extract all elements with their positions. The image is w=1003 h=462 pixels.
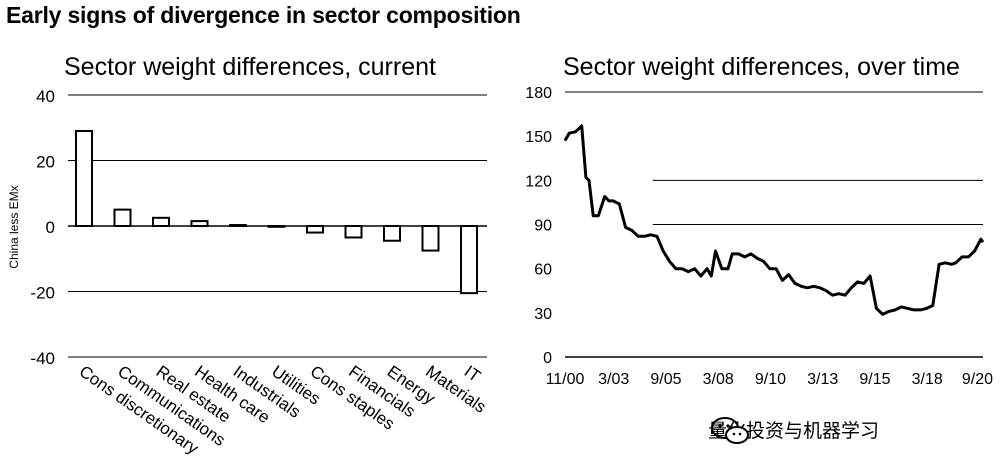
line-y-tick-label: 60: [534, 262, 552, 279]
wechat-icon: [711, 417, 749, 444]
line-x-tick-label: 11/00: [546, 371, 585, 388]
line-x-tick-label: 9/15: [859, 371, 890, 388]
bar-y-tick-label: 0: [46, 218, 55, 237]
line-x-tick-label: 3/18: [912, 371, 943, 388]
bar-y-tick-label: -20: [30, 284, 55, 303]
bar-y-axis-label: China less EMx: [7, 185, 21, 268]
bar: [460, 225, 478, 295]
bar-y-tick-label: 20: [36, 153, 55, 172]
series-line: [563, 124, 985, 316]
bar: [383, 225, 401, 242]
bar: [306, 225, 324, 234]
bar: [267, 225, 286, 228]
line-x-tick-label: 9/05: [650, 371, 681, 388]
bar: [229, 224, 247, 228]
bar: [113, 208, 132, 227]
bar: [75, 130, 93, 227]
line-x-tick-label: 3/13: [807, 371, 838, 388]
watermark: 量化投资与机器学习: [708, 416, 880, 444]
bar: [421, 225, 440, 252]
line-y-tick-label: 90: [534, 218, 552, 235]
line-y-tick-label: 180: [525, 85, 552, 102]
bar: [152, 216, 170, 227]
line-chart-title: Sector weight differences, over time: [563, 53, 960, 81]
line-y-tick-label: 0: [543, 350, 552, 367]
page-title: Early signs of divergence in sector comp…: [6, 2, 521, 28]
line-x-tick-label: 9/10: [755, 371, 786, 388]
line-x-tick-label: 3/03: [598, 371, 629, 388]
line-y-tick-label: 120: [525, 173, 552, 190]
line-y-tick-label: 150: [525, 129, 552, 146]
line-x-tick-label: 9/20: [962, 371, 993, 388]
bar: [344, 225, 363, 239]
bar-chart-title: Sector weight differences, current: [64, 53, 436, 81]
line-x-tick-label: 3/08: [703, 371, 734, 388]
watermark-text: 量化投资与机器学习: [708, 421, 880, 442]
bar-y-tick-label: -40: [30, 349, 55, 368]
line-y-tick-label: 30: [534, 306, 552, 323]
bar: [190, 220, 209, 227]
bar-y-tick-label: 40: [36, 87, 55, 106]
